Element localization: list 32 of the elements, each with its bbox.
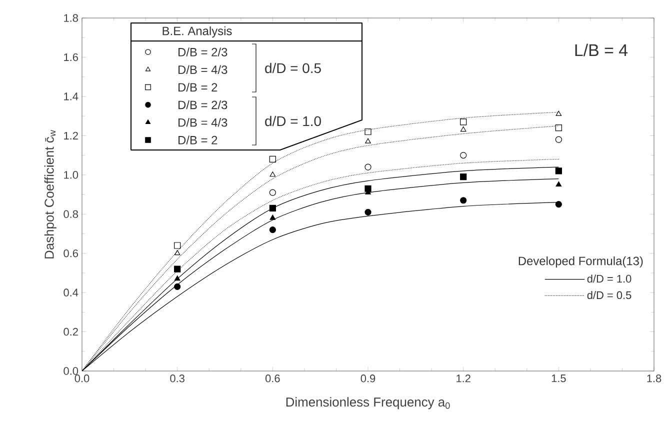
legend-label: d/D = 1.0 [587,274,632,283]
x-tick-label: 1.8 [647,374,662,382]
x-tick-label: 1.2 [456,374,470,382]
legend-label: D/B = 2/3 [178,100,228,110]
legend-label: D/B = 2 [178,82,218,92]
x-tick-label: 0.0 [74,374,90,382]
y-tick-label: 1.4 [64,92,78,100]
annotation: d/D = 0.5 [265,62,321,74]
legend-label: D/B = 4/3 [178,65,228,74]
y-tick-label: 1.6 [64,53,78,62]
legend-label: D/B = 2/3 [178,48,228,56]
legend-title: B.E. Analysis [162,26,232,38]
legend-label: d/D = 0.5 [587,291,632,300]
x-tick-label: 1.5 [552,374,566,382]
y-axis-title: Dashpot Coefficient c̄$_{w}$ [44,130,56,258]
legend-label: D/B = 4/3 [178,118,228,127]
y-tick-label: 1.8 [64,14,78,22]
annotation: Developed Formula(13) [518,256,643,268]
x-axis-title: Dimensionless Frequency a$_{0}$ [286,397,450,410]
y-tick-label: 0.8 [64,210,78,218]
x-tick-label: 0.9 [360,374,376,382]
y-tick-label: 1.2 [64,132,78,140]
y-tick-label: 0.6 [64,249,78,258]
annotation: d/D = 1.0 [265,116,321,126]
x-tick-label: 0.3 [170,374,184,382]
y-tick-label: 0.2 [64,328,78,336]
y-tick-label: 1.0 [64,171,78,179]
y-tick-label: 0.4 [64,288,78,296]
annotation: L/B = 4 [575,44,628,56]
y-tick-label: 0.0 [64,367,78,375]
x-tick-label: 0.6 [265,374,280,382]
legend-label: D/B = 2 [178,136,218,144]
